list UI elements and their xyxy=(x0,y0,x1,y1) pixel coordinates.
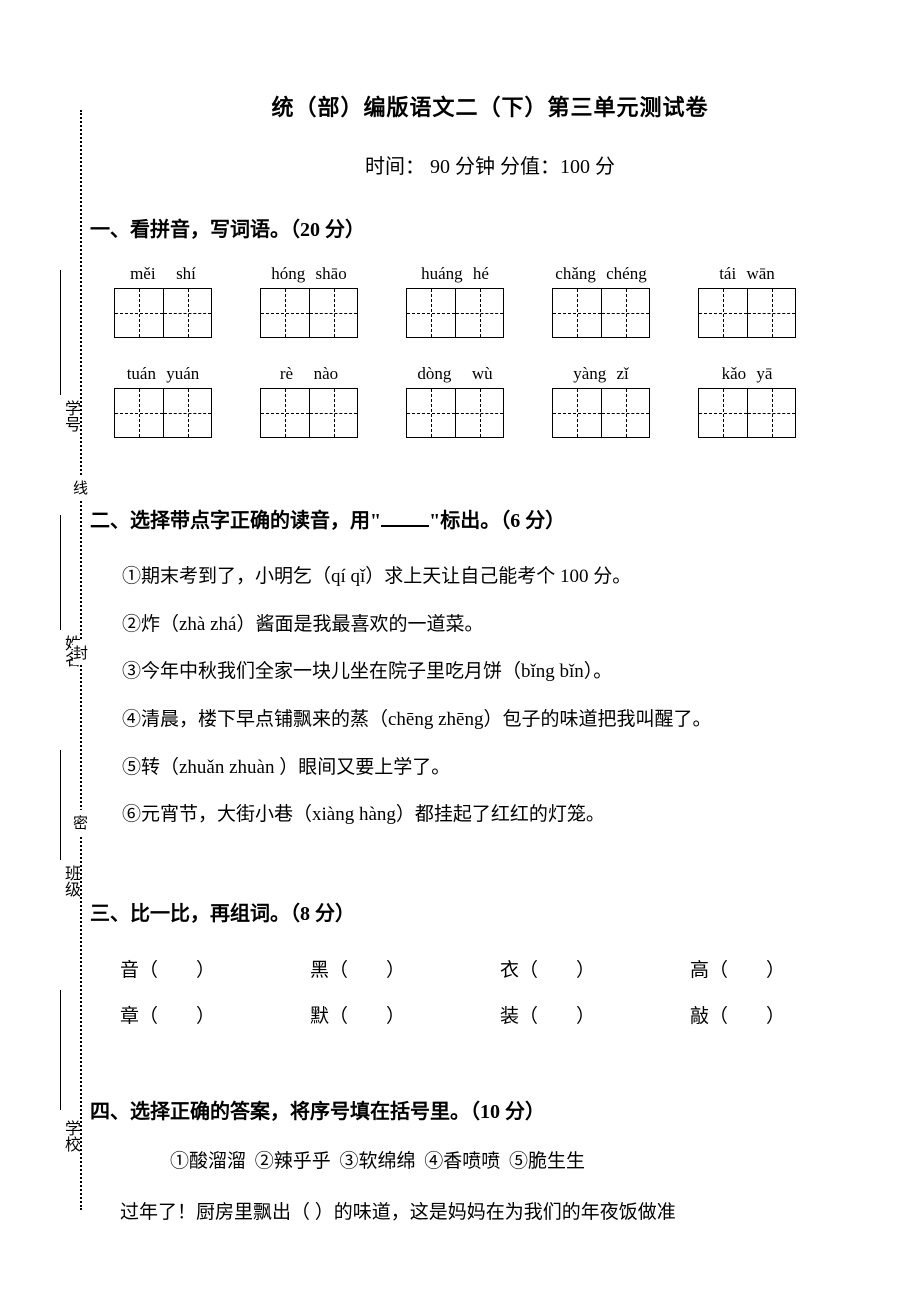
pinyin-label: hóng shāo xyxy=(271,264,346,284)
exam-subtitle: 时间： 90 分钟 分值：100 分 xyxy=(90,150,890,179)
section3-heading: 三、比一比，再组词。（8 分） xyxy=(90,897,890,926)
binding-label-school: 学校 xyxy=(58,1120,82,1152)
tianzige-box[interactable] xyxy=(552,388,650,438)
tianzige-box[interactable] xyxy=(698,288,796,338)
pinyin-cell: chǎng chéng xyxy=(552,264,650,338)
binding-seal-xian: 线 xyxy=(73,475,88,500)
pinyin-cell: měi shí xyxy=(114,264,212,338)
binding-label-id: 学号 xyxy=(58,400,82,432)
tianzige-box[interactable] xyxy=(114,388,212,438)
tianzige-box[interactable] xyxy=(406,288,504,338)
pinyin-label: rè nào xyxy=(280,364,338,384)
compare-cell: 黑（ ） xyxy=(310,948,500,994)
pinyin-cell: tuán yuán xyxy=(114,364,212,438)
pinyin-row-1: měi shí hóng shāo huáng hé chǎng chéng t… xyxy=(114,264,890,338)
q2-item-3: ③今年中秋我们全家一块儿坐在院子里吃月饼（bǐng bǐn）。 xyxy=(122,650,890,694)
tianzige-box[interactable] xyxy=(114,288,212,338)
compare-row: 章（ ） 默（ ） 装（ ） 敲（ ） xyxy=(120,994,890,1040)
pinyin-label: tuán yuán xyxy=(127,364,200,384)
compare-cell: 默（ ） xyxy=(310,994,500,1040)
tianzige-box[interactable] xyxy=(552,288,650,338)
section4-heading: 四、选择正确的答案，将序号填在括号里。（10 分） xyxy=(90,1095,890,1124)
section1-heading: 一、看拼音，写词语。（20 分） xyxy=(90,213,890,242)
q2-item-4: ④清晨，楼下早点铺飘来的蒸（chēng zhēng）包子的味道把我叫醒了。 xyxy=(122,698,890,742)
section3-grid: 音（ ） 黑（ ） 衣（ ） 高（ ） 章（ ） 默（ ） 装（ ） 敲（ ） xyxy=(120,948,890,1039)
pinyin-label: tái wān xyxy=(719,264,775,284)
pinyin-label: kǎo yā xyxy=(722,364,773,384)
binding-seal-mi: 密 xyxy=(73,810,88,835)
section2-heading-post: "标出。（6 分） xyxy=(429,510,565,532)
section2-heading-pre: 二、选择带点字正确的读音，用" xyxy=(90,510,381,532)
binding-fill-line[interactable] xyxy=(60,270,61,395)
section4-choices: ①酸溜溜 ②辣乎乎 ③软绵绵 ④香喷喷 ⑤脆生生 xyxy=(170,1146,890,1173)
pinyin-row-2: tuán yuán rè nào dòng wù yàng zǐ kǎo yā xyxy=(114,364,890,438)
compare-cell: 章（ ） xyxy=(120,994,310,1040)
q2-item-1: ①期末考到了，小明乞（qí qǐ）求上天让自己能考个 100 分。 xyxy=(122,555,890,599)
pinyin-cell: dòng wù xyxy=(406,364,504,438)
compare-cell: 音（ ） xyxy=(120,948,310,994)
tianzige-box[interactable] xyxy=(260,288,358,338)
page-content: 统（部）编版语文二（下）第三单元测试卷 时间： 90 分钟 分值：100 分 一… xyxy=(90,90,890,1231)
section2-heading: 二、选择带点字正确的读音，用" "标出。（6 分） xyxy=(90,504,890,533)
q2-item-5: ⑤转（zhuǎn zhuàn ）眼间又要上学了。 xyxy=(122,746,890,790)
binding-fill-line[interactable] xyxy=(60,515,61,630)
pinyin-cell: huáng hé xyxy=(406,264,504,338)
binding-fill-line[interactable] xyxy=(60,750,61,860)
exam-title: 统（部）编版语文二（下）第三单元测试卷 xyxy=(90,90,890,122)
section2-list: ①期末考到了，小明乞（qí qǐ）求上天让自己能考个 100 分。 ②炸（zhà… xyxy=(122,555,890,837)
pinyin-cell: yàng zǐ xyxy=(552,364,650,438)
pinyin-cell: tái wān xyxy=(698,264,796,338)
q2-item-2: ②炸（zhà zhá）酱面是我最喜欢的一道菜。 xyxy=(122,603,890,647)
pinyin-label: yàng zǐ xyxy=(573,364,629,384)
pinyin-label: huáng hé xyxy=(421,264,489,284)
tianzige-box[interactable] xyxy=(260,388,358,438)
pinyin-cell: hóng shāo xyxy=(260,264,358,338)
compare-cell: 敲（ ） xyxy=(690,994,880,1040)
pinyin-label: dòng wù xyxy=(417,364,492,384)
compare-cell: 衣（ ） xyxy=(500,948,690,994)
binding-seal-feng: 封 xyxy=(73,640,88,665)
compare-cell: 装（ ） xyxy=(500,994,690,1040)
compare-cell: 高（ ） xyxy=(690,948,880,994)
section4-sentence: 过年了！厨房里飘出（ ）的味道，这是妈妈在为我们的年夜饭做准 xyxy=(120,1195,890,1231)
pinyin-cell: kǎo yā xyxy=(698,364,796,438)
q2-item-6: ⑥元宵节，大街小巷（xiàng hàng）都挂起了红红的灯笼。 xyxy=(122,793,890,837)
compare-row: 音（ ） 黑（ ） 衣（ ） 高（ ） xyxy=(120,948,890,994)
pinyin-cell: rè nào xyxy=(260,364,358,438)
binding-label-class: 班级 xyxy=(58,865,82,897)
pinyin-label: měi shí xyxy=(130,264,196,284)
binding-fill-line[interactable] xyxy=(60,990,61,1110)
underline-blank xyxy=(381,509,429,527)
pinyin-label: chǎng chéng xyxy=(555,264,646,284)
binding-margin: 学校 班级 姓名 学号 密 封 线 xyxy=(58,110,90,1210)
tianzige-box[interactable] xyxy=(406,388,504,438)
tianzige-box[interactable] xyxy=(698,388,796,438)
